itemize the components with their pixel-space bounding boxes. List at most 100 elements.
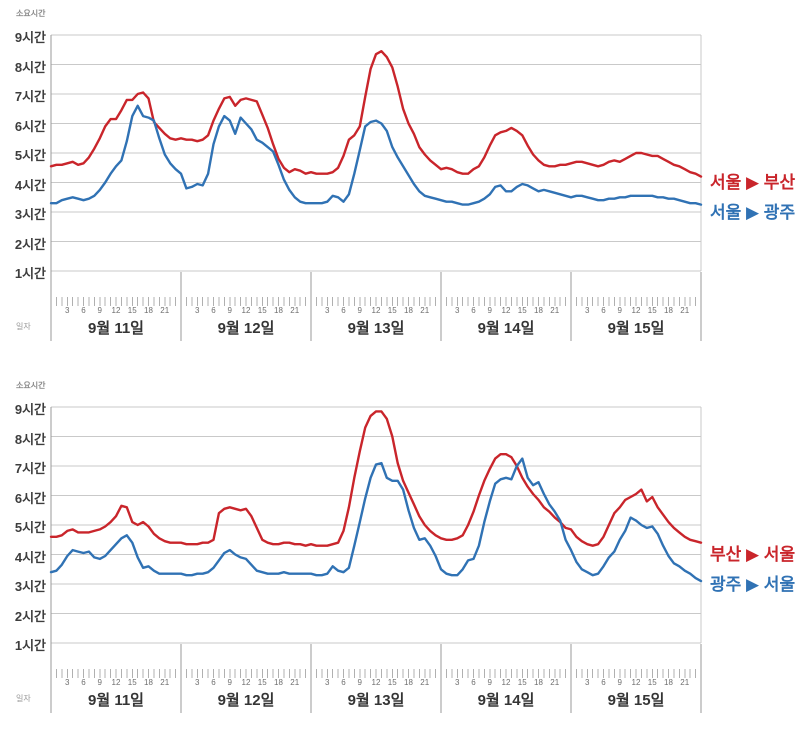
x-day-label: 9월 14일 bbox=[477, 692, 535, 709]
x-hour-label: 18 bbox=[664, 306, 673, 315]
x-hour-label: 6 bbox=[341, 678, 346, 687]
y-tick-label: 7시간 bbox=[14, 461, 46, 476]
x-hour-label: 21 bbox=[550, 678, 560, 687]
x-hour-label: 3 bbox=[325, 678, 330, 687]
x-hour-label: 3 bbox=[455, 678, 460, 687]
x-hour-label: 9 bbox=[617, 306, 622, 315]
y-tick-label: 4시간 bbox=[14, 177, 46, 193]
y-tick-label: 5시간 bbox=[14, 520, 46, 535]
legend-busan-seoul: 부산 ▶ 서울 bbox=[710, 545, 796, 564]
x-hour-label: 21 bbox=[290, 678, 300, 687]
x-hour-label: 3 bbox=[65, 678, 70, 687]
x-hour-label: 21 bbox=[680, 306, 690, 315]
y-tick-label: 6시간 bbox=[14, 490, 46, 506]
y-tick-label: 9시간 bbox=[14, 30, 46, 45]
x-hour-label: 15 bbox=[257, 306, 267, 315]
x-hour-label: 6 bbox=[471, 678, 476, 687]
plot-area bbox=[49, 406, 703, 713]
x-hour-label: 15 bbox=[387, 306, 397, 315]
x-hour-label: 18 bbox=[534, 306, 543, 315]
x-hour-label: 21 bbox=[160, 306, 170, 315]
x-hour-label: 15 bbox=[647, 678, 657, 687]
x-hour-label: 12 bbox=[371, 306, 381, 315]
x-hour-label: 9 bbox=[357, 678, 362, 687]
y-tick-label: 5시간 bbox=[14, 148, 46, 163]
x-hour-label: 9 bbox=[487, 306, 492, 315]
x-hour-label: 15 bbox=[127, 306, 137, 315]
y-tick-label: 8시간 bbox=[14, 431, 46, 447]
plot-area bbox=[49, 34, 703, 341]
x-hour-label: 21 bbox=[160, 678, 170, 687]
y-axis-unit-label: 소요시간 bbox=[16, 9, 46, 18]
x-hour-label: 3 bbox=[325, 306, 330, 315]
y-tick-label: 1시간 bbox=[14, 266, 46, 281]
y-tick-label: 6시간 bbox=[14, 118, 46, 134]
x-hour-label: 18 bbox=[534, 678, 543, 687]
x-hour-label: 12 bbox=[371, 678, 381, 687]
x-hour-label: 6 bbox=[81, 306, 86, 315]
x-hour-label: 18 bbox=[274, 678, 283, 687]
x-hour-label: 12 bbox=[501, 678, 511, 687]
x-hour-label: 3 bbox=[455, 306, 460, 315]
x-hour-label: 15 bbox=[257, 678, 267, 687]
x-hour-label: 18 bbox=[274, 306, 283, 315]
x-hour-label: 9 bbox=[617, 678, 622, 687]
x-hour-label: 15 bbox=[517, 678, 527, 687]
x-hour-label: 21 bbox=[290, 306, 300, 315]
x-hour-label: 9 bbox=[357, 306, 362, 315]
x-hour-label: 3 bbox=[585, 306, 590, 315]
x-day-label: 9월 12일 bbox=[217, 692, 275, 709]
y-tick-label: 1시간 bbox=[14, 638, 46, 653]
y-tick-label: 3시간 bbox=[14, 207, 46, 222]
x-axis-row-label: 일자 bbox=[16, 694, 31, 703]
x-hour-label: 12 bbox=[111, 306, 121, 315]
x-hour-label: 9 bbox=[227, 678, 232, 687]
x-hour-label: 15 bbox=[127, 678, 137, 687]
x-day-label: 9월 13일 bbox=[347, 692, 405, 709]
x-day-label: 9월 14일 bbox=[477, 320, 535, 337]
x-hour-label: 21 bbox=[550, 306, 560, 315]
x-hour-label: 6 bbox=[471, 306, 476, 315]
x-hour-label: 9 bbox=[487, 678, 492, 687]
x-hour-label: 15 bbox=[387, 678, 397, 687]
x-hour-label: 6 bbox=[341, 306, 346, 315]
x-hour-label: 21 bbox=[420, 678, 430, 687]
x-hour-label: 12 bbox=[631, 306, 641, 315]
x-hour-label: 12 bbox=[241, 306, 251, 315]
x-hour-label: 9 bbox=[97, 306, 102, 315]
x-hour-label: 3 bbox=[65, 306, 70, 315]
y-axis-unit-label: 소요시간 bbox=[16, 381, 46, 390]
x-hour-label: 12 bbox=[111, 678, 121, 687]
x-day-label: 9월 15일 bbox=[607, 692, 665, 709]
x-hour-label: 21 bbox=[680, 678, 690, 687]
y-tick-label: 2시간 bbox=[14, 236, 46, 252]
x-hour-label: 6 bbox=[601, 678, 606, 687]
x-hour-label: 6 bbox=[81, 678, 86, 687]
y-tick-label: 7시간 bbox=[14, 89, 46, 104]
x-day-label: 9월 13일 bbox=[347, 320, 405, 337]
x-hour-label: 6 bbox=[211, 678, 216, 687]
x-hour-label: 18 bbox=[664, 678, 673, 687]
y-tick-label: 4시간 bbox=[14, 549, 46, 565]
x-hour-label: 12 bbox=[631, 678, 641, 687]
x-hour-label: 3 bbox=[585, 678, 590, 687]
x-axis-row-label: 일자 bbox=[16, 322, 31, 331]
y-tick-label: 3시간 bbox=[14, 579, 46, 594]
x-hour-label: 12 bbox=[501, 306, 511, 315]
chart-seoul-inbound: 소요시간 일자 부산 ▶ 서울 광주 ▶ 서울 9시간 8시간 7시간 6시간 5시간 4… bbox=[0, 372, 800, 741]
x-hour-label: 12 bbox=[241, 678, 251, 687]
x-day-label: 9월 11일 bbox=[88, 320, 144, 337]
x-hour-label: 6 bbox=[211, 306, 216, 315]
y-tick-label: 8시간 bbox=[14, 59, 46, 75]
x-hour-label: 15 bbox=[517, 306, 527, 315]
legend-seoul-busan: 서울 ▶ 부산 bbox=[710, 173, 796, 192]
y-tick-label: 9시간 bbox=[14, 402, 46, 417]
x-hour-label: 18 bbox=[144, 678, 153, 687]
series-line-0 bbox=[49, 50, 703, 178]
x-hour-label: 3 bbox=[195, 678, 200, 687]
series-line-1 bbox=[49, 104, 703, 206]
series-line-1 bbox=[49, 457, 703, 583]
x-hour-label: 9 bbox=[227, 306, 232, 315]
x-hour-label: 18 bbox=[404, 678, 413, 687]
